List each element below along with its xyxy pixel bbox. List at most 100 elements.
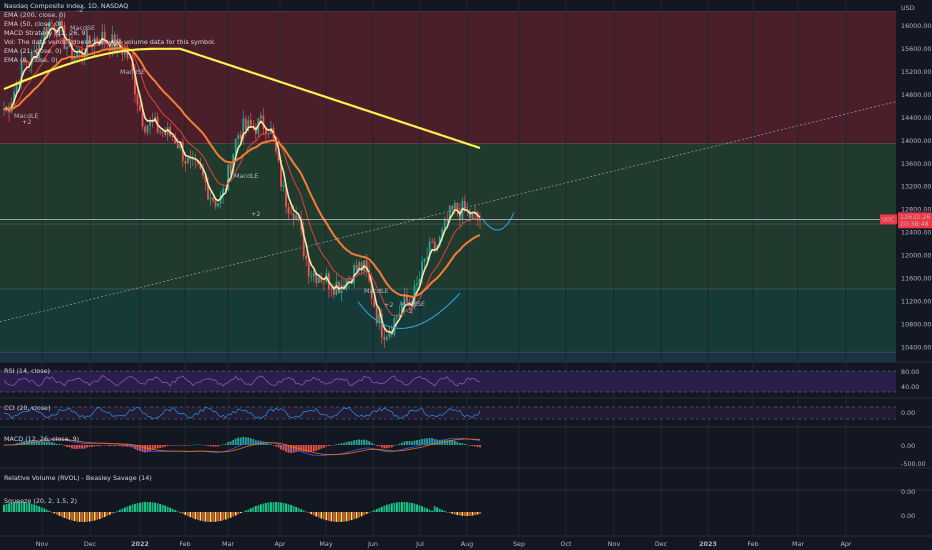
macd-histogram-bar <box>121 445 124 447</box>
candle-body <box>312 273 315 277</box>
legend-ema200[interactable]: EMA (200, close, 0) <box>4 11 66 19</box>
candle-body <box>171 136 174 138</box>
price-axis-currency: USD <box>901 4 915 12</box>
squeeze-bar <box>10 502 13 512</box>
squeeze-bar <box>106 512 109 516</box>
candle-body <box>136 94 139 105</box>
macd-histogram-bar <box>257 440 260 445</box>
squeeze-bar <box>174 510 177 512</box>
candle-body <box>232 154 235 174</box>
rsi-line <box>3 375 481 387</box>
legend-ema21[interactable]: EMA (21, close, 0) <box>4 47 62 55</box>
candle-body <box>421 261 423 280</box>
squeeze-bar <box>353 512 355 520</box>
pane-label-cci[interactable]: CCI (20, close) <box>4 404 51 412</box>
price-axis-label: 15200.00 <box>901 68 932 76</box>
candle-body <box>40 42 43 44</box>
squeeze-bar <box>365 512 368 514</box>
candle-body <box>249 120 252 126</box>
candle-body <box>237 134 240 140</box>
macd-histogram-bar <box>45 441 48 445</box>
macd-histogram-bar <box>141 445 144 452</box>
pane-label-rvol[interactable]: Relative Volume (RVOL) - Beasley Savage … <box>4 474 152 482</box>
macd-histogram-bar <box>270 444 272 445</box>
cci-axis-label: 0.00 <box>901 409 915 417</box>
candle-body <box>73 56 76 60</box>
squeeze-bar <box>270 502 272 512</box>
squeeze-bar <box>421 506 423 512</box>
squeeze-bar <box>83 512 86 522</box>
squeeze-bar <box>15 502 18 512</box>
squeeze-bar <box>265 502 267 512</box>
legend-title: Nasdaq Composite Index, 1D, NASDAQ <box>4 2 129 10</box>
macd-histogram-bar <box>252 439 255 445</box>
candle-body <box>184 161 187 164</box>
candle-body <box>416 283 418 286</box>
candle-body <box>322 281 325 283</box>
macd-histogram-bar <box>265 443 267 445</box>
pane-label-squeeze[interactable]: Squeeze (20, 2, 1.5, 2) <box>4 497 77 505</box>
squeeze-bar <box>401 502 403 512</box>
squeeze-bar <box>214 512 217 522</box>
price-axis-label: 11200.00 <box>901 298 932 306</box>
macd-histogram-bar <box>38 441 41 445</box>
pane-label-macd[interactable]: MACD (12, 26, close, 9) <box>4 435 80 443</box>
squeeze-bar <box>461 512 464 516</box>
squeeze-bar <box>423 507 426 512</box>
macd-histogram-bar <box>469 445 471 446</box>
candle-body <box>353 264 355 284</box>
squeeze-bar <box>307 512 310 513</box>
legend-ema50[interactable]: EMA (50, close, 0) <box>4 20 62 28</box>
last-price-countdown: 20:38:48 <box>900 220 929 228</box>
ema21-line <box>3 37 481 317</box>
macd-histogram-bar <box>189 445 192 446</box>
macd-signal-line <box>4 438 481 456</box>
squeeze-bar <box>207 512 209 522</box>
squeeze-bar <box>262 503 265 512</box>
squeeze-bar <box>441 509 444 512</box>
ema200-line <box>3 47 481 150</box>
rsi-band <box>0 371 896 392</box>
time-axis-label: Aug <box>461 540 473 548</box>
squeeze-bar <box>131 504 134 512</box>
macd-histogram-bar <box>83 445 86 449</box>
macd-histogram-bar <box>144 445 146 453</box>
squeeze-bar <box>408 502 411 512</box>
candle-body <box>199 163 202 169</box>
squeeze-bar <box>176 511 179 512</box>
candle-body <box>23 59 26 62</box>
squeeze-bar <box>469 512 471 516</box>
zone-blue <box>0 352 896 362</box>
candle-body <box>282 184 285 187</box>
legend-vol[interactable]: Vol: The data vendor doesn't provide vol… <box>4 38 216 46</box>
squeeze-bar <box>418 505 421 512</box>
squeeze-bar <box>395 502 398 512</box>
squeeze-bar <box>224 512 227 520</box>
squeeze-bar <box>30 503 33 512</box>
squeeze-bar <box>325 512 328 521</box>
candle-body <box>176 143 179 148</box>
candle-body <box>222 188 225 196</box>
candle-body <box>297 215 300 219</box>
time-axis-label: Feb <box>747 540 758 548</box>
candle-body <box>229 164 232 174</box>
macd-histogram-bar <box>290 445 293 453</box>
candle-body <box>330 289 333 291</box>
candle-body <box>166 127 169 135</box>
macd-histogram-bar <box>20 441 23 445</box>
legend-ema8[interactable]: EMA (8, close, 0) <box>4 56 58 64</box>
legend-macd-strategy[interactable]: MACD Strategy (12, 26, 9) <box>4 29 89 37</box>
macd-histogram-bar <box>61 444 63 445</box>
candle-body <box>207 182 209 200</box>
candle-body <box>443 219 446 230</box>
candle-body <box>43 27 46 43</box>
macd-histogram-bar <box>353 440 355 445</box>
squeeze-bar <box>411 503 413 512</box>
squeeze-bar <box>285 503 287 512</box>
candle-body <box>426 256 429 259</box>
candle-body <box>66 46 68 50</box>
pane-label-rsi[interactable]: RSI (14, close) <box>4 367 51 375</box>
squeeze-axis-label: 0.00 <box>901 512 915 520</box>
candle-body <box>280 160 282 187</box>
